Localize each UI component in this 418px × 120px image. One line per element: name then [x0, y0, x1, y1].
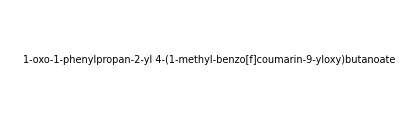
Text: 1-oxo-1-phenylpropan-2-yl 4-(1-methyl-benzo[f]coumarin-9-yloxy)butanoate: 1-oxo-1-phenylpropan-2-yl 4-(1-methyl-be… — [23, 55, 395, 65]
